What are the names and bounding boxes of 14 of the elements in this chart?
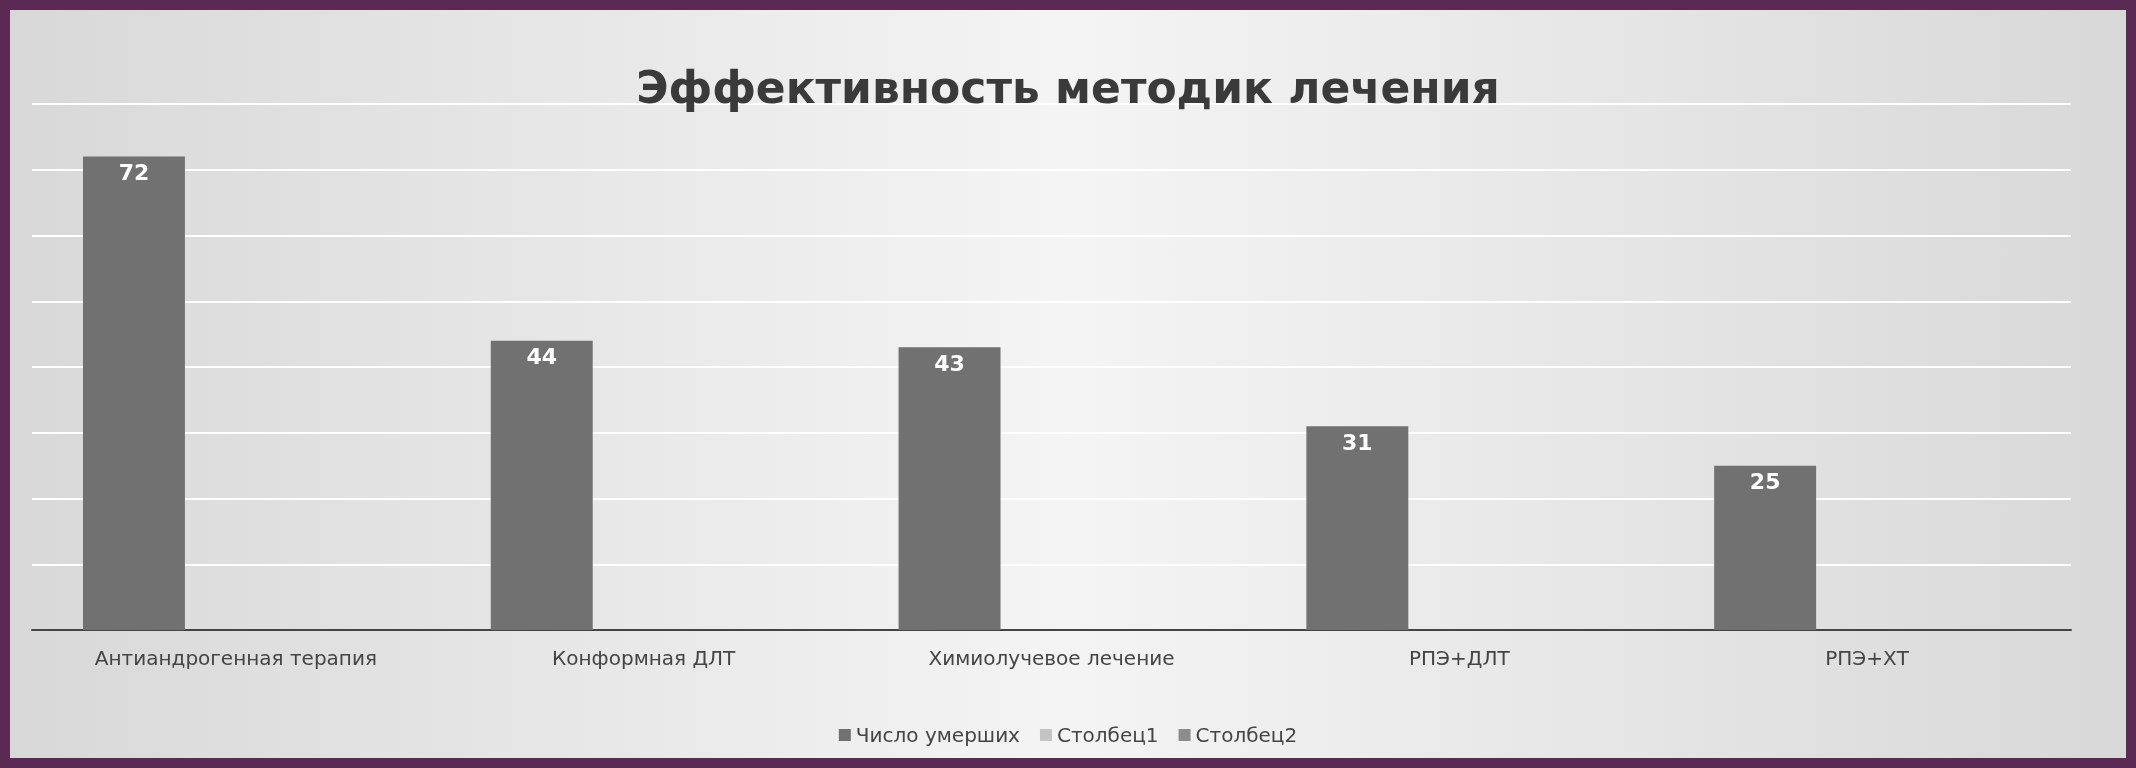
chart-title: Эффективность методик лечения xyxy=(636,61,1500,113)
x-tick-label: Антиандрогенная терапия xyxy=(94,646,377,670)
data-label: 44 xyxy=(526,344,558,370)
data-label: 43 xyxy=(934,350,965,376)
data-label: 25 xyxy=(1749,469,1781,495)
legend-label: Столбец2 xyxy=(1195,723,1298,747)
x-tick-label: РПЭ+ХТ xyxy=(1825,646,1910,670)
legend-label: Столбец1 xyxy=(1056,723,1159,747)
x-tick-label: Химиолучевое лечение xyxy=(928,646,1175,670)
x-tick-label: Конформная ДЛТ xyxy=(552,646,737,670)
data-label: 31 xyxy=(1342,429,1373,455)
x-tick-label: РПЭ+ДЛТ xyxy=(1408,646,1511,670)
legend-label: Число умерших xyxy=(855,723,1021,747)
data-label: 72 xyxy=(118,160,150,186)
